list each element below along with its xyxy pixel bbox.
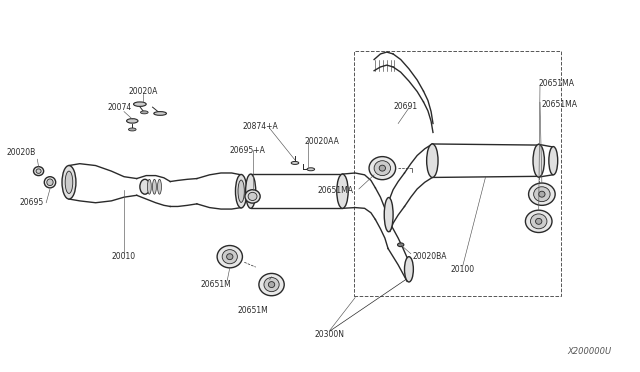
Text: 20651MA: 20651MA bbox=[318, 186, 354, 195]
Text: 20020A: 20020A bbox=[129, 87, 157, 96]
Ellipse shape bbox=[44, 177, 56, 188]
Ellipse shape bbox=[157, 179, 161, 194]
Ellipse shape bbox=[129, 128, 136, 131]
Ellipse shape bbox=[379, 165, 385, 171]
Ellipse shape bbox=[140, 179, 150, 194]
Text: 20874+A: 20874+A bbox=[243, 122, 278, 131]
Ellipse shape bbox=[238, 180, 244, 202]
Text: 20695+A: 20695+A bbox=[230, 146, 266, 155]
Ellipse shape bbox=[533, 144, 545, 177]
Ellipse shape bbox=[374, 161, 390, 176]
Ellipse shape bbox=[534, 187, 550, 202]
Ellipse shape bbox=[536, 218, 542, 224]
Ellipse shape bbox=[147, 179, 151, 194]
Ellipse shape bbox=[404, 257, 413, 282]
Ellipse shape bbox=[291, 161, 299, 164]
Ellipse shape bbox=[227, 254, 233, 260]
Ellipse shape bbox=[397, 243, 404, 247]
Ellipse shape bbox=[549, 147, 557, 175]
Ellipse shape bbox=[259, 273, 284, 296]
Ellipse shape bbox=[525, 210, 552, 232]
Ellipse shape bbox=[268, 282, 275, 288]
Text: 20010: 20010 bbox=[112, 252, 136, 261]
Ellipse shape bbox=[236, 174, 247, 208]
Text: X200000U: X200000U bbox=[568, 347, 611, 356]
Ellipse shape bbox=[384, 198, 393, 232]
Bar bbox=[354, 51, 561, 296]
Ellipse shape bbox=[222, 250, 237, 264]
Text: 20691: 20691 bbox=[394, 102, 418, 110]
Ellipse shape bbox=[134, 102, 146, 106]
Ellipse shape bbox=[154, 112, 166, 115]
Ellipse shape bbox=[152, 179, 156, 194]
Ellipse shape bbox=[127, 119, 138, 123]
Ellipse shape bbox=[33, 167, 44, 176]
Ellipse shape bbox=[539, 191, 545, 197]
Text: 20300N: 20300N bbox=[315, 330, 345, 339]
Text: 20651M: 20651M bbox=[200, 280, 231, 289]
Ellipse shape bbox=[36, 169, 41, 173]
Text: 20020B: 20020B bbox=[6, 148, 35, 157]
Text: 20651MA: 20651MA bbox=[542, 100, 578, 109]
Ellipse shape bbox=[264, 278, 279, 292]
Text: 20100: 20100 bbox=[451, 265, 475, 274]
Ellipse shape bbox=[62, 166, 76, 199]
Ellipse shape bbox=[337, 174, 348, 208]
Ellipse shape bbox=[65, 171, 73, 193]
Text: 20020AA: 20020AA bbox=[305, 137, 339, 146]
Text: 20695: 20695 bbox=[19, 198, 44, 207]
Ellipse shape bbox=[245, 190, 260, 203]
Ellipse shape bbox=[47, 179, 53, 186]
Ellipse shape bbox=[369, 157, 396, 180]
Ellipse shape bbox=[427, 144, 438, 177]
Ellipse shape bbox=[248, 192, 257, 201]
Text: 20651MA: 20651MA bbox=[539, 79, 575, 88]
Text: 20074: 20074 bbox=[108, 103, 132, 112]
Ellipse shape bbox=[307, 168, 315, 171]
Ellipse shape bbox=[217, 246, 243, 268]
Ellipse shape bbox=[529, 183, 555, 205]
Ellipse shape bbox=[141, 111, 148, 114]
Ellipse shape bbox=[246, 174, 256, 208]
Text: 20020BA: 20020BA bbox=[412, 252, 447, 261]
Text: 20651M: 20651M bbox=[237, 306, 268, 315]
Ellipse shape bbox=[531, 214, 547, 229]
